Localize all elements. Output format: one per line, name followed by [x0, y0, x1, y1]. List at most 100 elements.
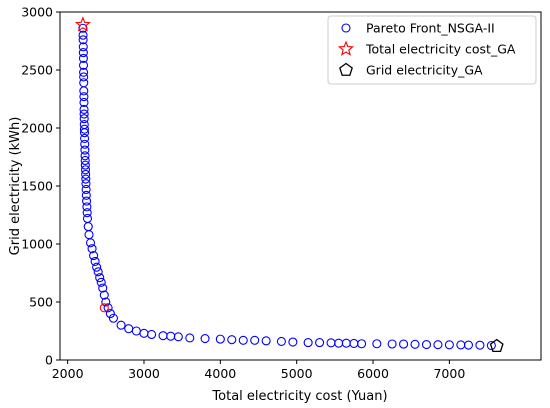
- data-point: [79, 72, 89, 82]
- data-point: [78, 60, 89, 70]
- data-point: [341, 338, 351, 348]
- data-point: [238, 335, 248, 345]
- data-point: [250, 335, 260, 345]
- data-point: [101, 297, 111, 307]
- data-point: [200, 333, 210, 344]
- data-point: [79, 92, 89, 102]
- data-point: [387, 339, 397, 349]
- data-point: [349, 338, 359, 348]
- data-point: [78, 35, 88, 45]
- data-point: [78, 42, 88, 52]
- star-data-point: [74, 16, 92, 32]
- data-point: [79, 97, 89, 108]
- data-point: [81, 190, 91, 200]
- data-point: [80, 151, 90, 161]
- data-point: [475, 340, 485, 350]
- legend-label: Total electricity cost_GA: [365, 42, 516, 57]
- data-point: [81, 169, 91, 179]
- y-tick-label: 1500: [21, 179, 53, 194]
- data-point-highlight: [99, 303, 109, 313]
- data-point: [80, 165, 91, 175]
- legend-marker: [341, 23, 351, 33]
- y-tick-label: 500: [29, 295, 53, 310]
- data-point: [315, 338, 325, 348]
- data-point: [79, 104, 89, 114]
- data-point: [79, 67, 89, 77]
- data-point: [326, 338, 336, 348]
- data-point: [303, 338, 313, 348]
- data-point: [288, 337, 298, 347]
- data-point: [79, 86, 89, 96]
- data-point: [166, 331, 176, 341]
- data-point: [80, 145, 90, 155]
- data-point: [139, 328, 149, 338]
- data-point: [227, 335, 237, 345]
- data-point: [79, 124, 89, 134]
- legend-label: Pareto Front_NSGA-II: [366, 21, 495, 36]
- data-point: [92, 262, 102, 272]
- data-point: [105, 309, 115, 319]
- data-point: [93, 267, 103, 277]
- data-point: [131, 326, 141, 336]
- data-point: [98, 283, 108, 293]
- data-point: [82, 202, 92, 212]
- data-point: [421, 340, 432, 350]
- plot-marks: [74, 16, 504, 352]
- data-point: [78, 48, 88, 58]
- data-point: [82, 196, 92, 206]
- legend-items: Pareto Front_NSGA-II Total electricity co…: [337, 21, 516, 78]
- y-tick-label: 2500: [21, 63, 53, 78]
- data-point: [410, 339, 420, 349]
- y-axis-label: Grid electricity (kWh): [8, 117, 23, 256]
- data-point: [463, 340, 474, 350]
- data-point: [334, 338, 344, 348]
- x-tick-label: 5000: [281, 366, 313, 381]
- data-point: [96, 277, 106, 287]
- y-tick-label: 0: [45, 353, 53, 368]
- data-point: [185, 333, 195, 343]
- data-point: [82, 208, 92, 218]
- data-point: [372, 339, 382, 349]
- y-tick-label: 3000: [21, 5, 53, 20]
- data-point: [84, 230, 94, 240]
- data-point: [80, 160, 90, 170]
- data-point: [486, 340, 496, 351]
- data-point: [83, 222, 93, 232]
- data-point: [85, 238, 96, 248]
- data-point: [79, 128, 90, 138]
- data-point: [173, 332, 183, 342]
- x-tick-label: 2000: [52, 366, 84, 381]
- data-point: [124, 324, 134, 334]
- data-point: [261, 336, 271, 346]
- data-point: [103, 303, 113, 313]
- data-point: [95, 273, 105, 283]
- data-point: [80, 139, 90, 149]
- data-point: [158, 331, 168, 341]
- data-point: [90, 256, 100, 266]
- data-point: [81, 179, 91, 189]
- data-point: [433, 340, 443, 350]
- legend-marker: [339, 62, 353, 76]
- x-tick-label: 6000: [357, 366, 389, 381]
- x-tick-label: 3000: [128, 366, 160, 381]
- data-point: [147, 329, 157, 340]
- legend-label: Grid electricity_GA: [366, 63, 483, 78]
- x-axis-label: Total electricity cost (Yuan): [211, 389, 387, 404]
- data-point: [399, 339, 409, 349]
- y-tick-label: 2000: [21, 121, 53, 136]
- data-point: [87, 244, 97, 254]
- data-point: [79, 109, 89, 119]
- data-point: [78, 53, 88, 63]
- data-point: [82, 213, 93, 224]
- data-point: [89, 251, 99, 261]
- legend-marker: [337, 40, 355, 56]
- x-tick-label: 4000: [204, 366, 236, 381]
- data-point: [81, 174, 91, 184]
- pentagon-data-point: [489, 338, 504, 352]
- data-point: [80, 133, 90, 143]
- data-point: [99, 290, 109, 300]
- data-point: [276, 336, 286, 346]
- data-point: [79, 114, 89, 124]
- data-point: [116, 320, 126, 330]
